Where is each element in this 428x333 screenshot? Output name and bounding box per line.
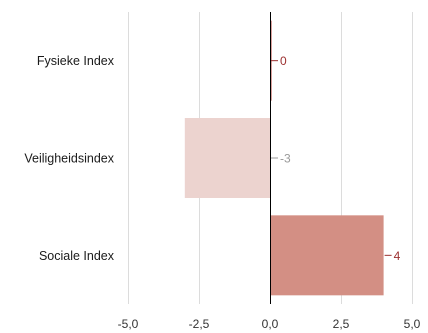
value-labels: 0 -3 4 <box>271 54 401 263</box>
value-label: -3 <box>280 152 291 166</box>
x-tick-label: 5,0 <box>404 317 421 331</box>
x-tick-label: -5,0 <box>118 317 139 331</box>
x-axis-tick-labels: -5,0 -2,5 0,0 2,5 5,0 <box>118 317 421 331</box>
category-label: Veiligheidsindex <box>24 152 114 166</box>
x-tick-label: 0,0 <box>262 317 279 331</box>
grid-lines <box>128 12 413 304</box>
category-labels: Fysieke Index Veiligheidsindex Sociale Ind… <box>24 54 114 263</box>
x-tick-label: -2,5 <box>189 317 210 331</box>
category-label: Fysieke Index <box>37 54 115 68</box>
bars <box>184 20 384 296</box>
category-label: Sociale Index <box>39 249 115 263</box>
value-label: 4 <box>394 249 401 263</box>
x-tick-label: 2,5 <box>333 317 350 331</box>
value-label: 0 <box>280 54 287 68</box>
bar <box>270 215 384 296</box>
bar <box>184 118 270 198</box>
